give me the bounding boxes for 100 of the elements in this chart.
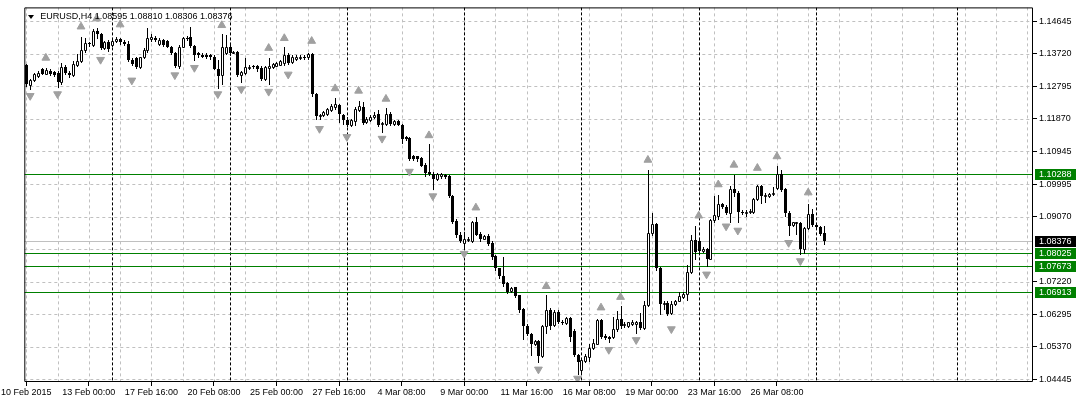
point (53, 91, 62, 100)
y-tick-label: 1.09995 (1039, 178, 1072, 189)
point (803, 187, 813, 196)
point (631, 337, 641, 345)
candlestick (717, 194, 720, 221)
chart-title: EURUSD,H4 1.08595 1.08810 1.08306 1.08376 (40, 10, 233, 21)
point (354, 85, 363, 94)
candlestick (596, 318, 599, 346)
candlestick (236, 50, 239, 78)
x-tick-label: 23 Mar 16:00 (687, 386, 741, 397)
candlestick (776, 165, 779, 191)
x-tick-label: 11 Mar 16:00 (500, 386, 553, 397)
point (471, 202, 481, 211)
point (616, 292, 625, 300)
point (596, 302, 606, 311)
y-tick-label: 1.05370 (1039, 341, 1072, 352)
y-tick-label: 1.06295 (1039, 308, 1072, 319)
point (315, 126, 324, 134)
y-tick-label: 1.07220 (1039, 276, 1072, 287)
candlestick (268, 57, 271, 86)
point (170, 72, 180, 81)
candlestick (354, 106, 357, 127)
y-tick-label: 1.13720 (1039, 48, 1072, 59)
candlestick (760, 184, 763, 205)
candlestick (428, 143, 431, 177)
point (733, 227, 743, 236)
ref-line-label: 1.07673 (1039, 260, 1072, 271)
x-tick-label: 13 Feb 00:00 (62, 386, 116, 397)
ref-line-label: 1.08025 (1039, 247, 1072, 258)
candlestick (823, 225, 826, 246)
candlestick (502, 256, 505, 288)
candlestick (530, 332, 533, 357)
point (534, 366, 543, 375)
candlestick (80, 36, 83, 64)
x-tick-label: 27 Feb 16:00 (312, 386, 366, 397)
point (573, 375, 582, 382)
point (115, 19, 125, 28)
y-tick-label: 1.04445 (1039, 373, 1072, 384)
point (279, 33, 289, 42)
point (541, 281, 551, 289)
point (666, 326, 676, 335)
point (307, 36, 317, 44)
text: 1.08376 (1039, 235, 1072, 246)
candlestick (549, 307, 552, 331)
point (428, 193, 438, 202)
point (795, 258, 805, 266)
point (127, 77, 137, 86)
point (342, 134, 352, 142)
candlestick (283, 46, 286, 67)
y-tick-label: 1.10945 (1039, 145, 1072, 156)
point (381, 93, 391, 102)
point (25, 93, 35, 101)
ref-line-label: 1.10288 (1039, 168, 1072, 179)
candlestick (471, 220, 474, 244)
point (604, 346, 614, 355)
x-tick-label: 16 Mar 08:00 (562, 386, 616, 397)
candlestick (315, 92, 318, 121)
point (213, 91, 223, 100)
y-tick-label: 1.12795 (1039, 80, 1072, 91)
point (424, 130, 434, 139)
point (459, 250, 469, 259)
x-tick-label: 17 Feb 16:00 (124, 386, 178, 397)
candlestick (788, 210, 791, 237)
point (784, 240, 794, 248)
x-tick-label: 20 Feb 08:00 (187, 386, 241, 397)
point (713, 179, 723, 188)
y-tick-label: 1.14645 (1039, 15, 1072, 26)
candlestick (338, 103, 341, 124)
point (721, 223, 731, 232)
point (190, 64, 199, 73)
candlestick (737, 190, 740, 224)
point (772, 151, 782, 160)
point (217, 20, 227, 29)
point (752, 163, 762, 171)
x-tick-label: 10 Feb 2015 (1, 386, 52, 397)
y-tick-label: 1.09070 (1039, 211, 1072, 222)
ref-line-label: 1.06913 (1039, 286, 1072, 297)
point (236, 86, 246, 95)
point (643, 154, 653, 163)
point (377, 135, 387, 144)
point (729, 159, 739, 168)
point (694, 210, 704, 219)
x-tick-label: 19 Mar 00:00 (625, 386, 679, 397)
candlestick (401, 123, 404, 145)
candlestick (729, 185, 732, 224)
x-tick-label: 9 Mar 00:00 (440, 386, 489, 397)
point (283, 71, 293, 80)
candlestick (127, 40, 130, 63)
point (330, 83, 340, 92)
point (41, 52, 51, 61)
candlestick (612, 316, 615, 340)
point (76, 21, 86, 30)
point (405, 168, 414, 177)
point (264, 43, 274, 51)
x-tick-label: 25 Feb 00:00 (249, 386, 304, 397)
point (96, 56, 105, 65)
x-tick-label: 4 Mar 08:00 (377, 386, 426, 397)
point (264, 88, 274, 97)
point (702, 271, 711, 280)
x-tick-label: 26 Mar 08:00 (750, 386, 804, 397)
